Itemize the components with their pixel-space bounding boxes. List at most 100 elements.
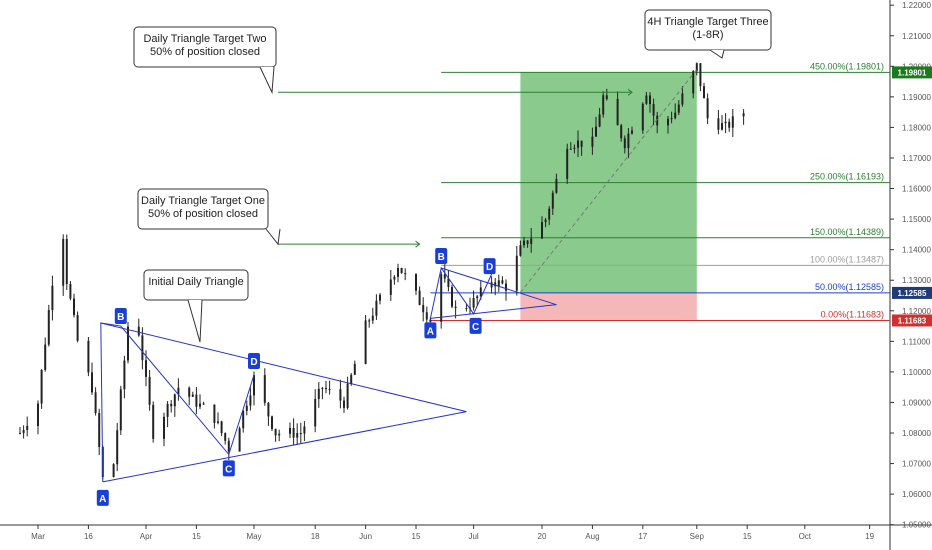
candle-body [202,403,205,405]
pattern-point-label: D [250,357,257,368]
candle-body [76,315,79,341]
candle-body [353,363,356,375]
pattern-point-label: D [486,262,493,273]
candle-body [703,86,705,99]
y-tick-label: 1.21000 [902,32,931,41]
candle-body [566,148,569,179]
daily-triangle [100,322,467,483]
candle-body [667,118,669,126]
candle-body [389,279,392,295]
candle-body [195,394,198,407]
candle-body [652,104,655,116]
pattern-point-badge [114,308,127,325]
candle-body [526,240,529,245]
candle-body [62,239,65,286]
candle-body [51,285,54,311]
candle-body [278,433,281,436]
candle-body [393,276,396,280]
x-tick-label: Oct [799,532,812,541]
candle-body [73,298,75,316]
candle-body [451,286,453,307]
x-tick-label: 15 [412,532,421,541]
fib-level-label: 250.00%(1.16193) [810,172,884,182]
x-tick-label: 18 [311,532,320,541]
candle-body [519,245,522,256]
candle-body [400,267,403,274]
candle-body [548,208,551,220]
pattern-point-label: B [438,252,445,263]
callout-initial-triangle-pointer [187,299,203,343]
fib-level-label: 150.00%(1.14389) [810,227,884,237]
candle-body [65,239,68,285]
candle-body [325,387,327,390]
candle-body [425,312,428,320]
y-tick-label: 1.08000 [902,429,931,438]
candle-body [98,413,101,448]
candle-body [379,294,381,301]
triangle2-upper-line [441,267,557,306]
candle-body [724,121,727,124]
pattern-point-badge [96,489,109,506]
y-tick-label: 1.09000 [902,398,931,407]
candle-body [523,240,525,246]
candle-body [263,375,266,403]
candle-body [551,192,554,209]
triangle-lower-line [102,411,467,483]
candle-body [616,99,619,126]
candle-body [706,98,709,119]
candle-body [602,95,605,115]
candle-body [119,389,122,431]
triangle-swing-line [100,322,255,482]
candle-body [123,360,126,390]
candle-body [595,126,597,137]
candle-body [598,114,601,127]
candle-body [112,464,115,477]
candle-body [541,222,543,239]
candle-body [217,421,219,423]
candle-body [368,320,371,322]
y-tick-label: 1.10000 [902,368,931,377]
candle-body [375,300,378,316]
candle-body [145,360,147,377]
candle-body [443,274,446,279]
candle-body [674,112,677,119]
callout-target-two-box [133,26,277,68]
y-tick-label: 1.12000 [902,307,931,316]
price-badge [892,286,932,299]
pattern-point-badge [483,258,496,275]
price-badge [892,314,932,327]
x-tick-label: Sep [690,532,705,541]
y-tick-label: 1.17000 [902,154,931,163]
candle-body [238,428,241,452]
candle-body [292,428,295,438]
candle-body [213,404,216,423]
candle-body [472,298,475,308]
y-tick-label: 1.18000 [902,123,931,132]
candle-body [22,430,25,434]
candle-body [177,387,180,395]
candle-body [649,95,651,105]
callout-target-two-text: Daily Triangle Target Two [143,33,266,45]
target-two-arrow-head [627,88,633,96]
y-tick-label: 1.05000 [902,521,931,530]
pattern-point-label: A [99,494,106,505]
candle-body [267,402,270,417]
candle-body [299,433,302,435]
candle-body [501,280,504,284]
x-tick-label: Aug [585,532,599,541]
candle-body [91,372,93,393]
fib-level-label: 450.00%(1.19801) [810,61,884,71]
candle-body [577,140,579,148]
candle-body [692,71,695,94]
candle-body [422,304,425,313]
callout-target-three-pointer [709,49,725,59]
candle-body [317,388,320,399]
candle-body [350,374,353,384]
triangle2-swing-line [429,266,493,319]
callout-target-two-pointer [259,66,275,95]
candle-body [245,405,248,411]
candle-body [631,130,633,134]
candle-body [37,403,39,426]
x-tick-label: 15 [192,532,201,541]
